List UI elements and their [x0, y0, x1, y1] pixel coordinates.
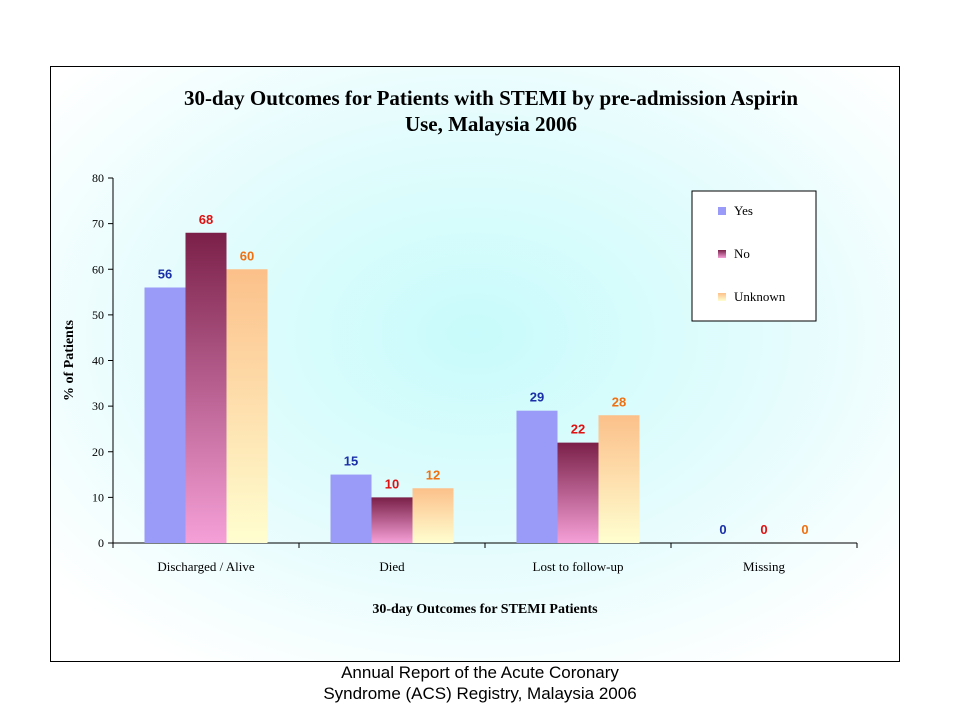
bar-unknown: [412, 488, 454, 543]
data-label-no: 68: [199, 212, 213, 227]
y-tick-label: 30: [92, 399, 104, 413]
x-tick-label: Discharged / Alive: [157, 559, 254, 574]
y-tick-label: 60: [92, 262, 104, 276]
data-label-unknown: 60: [240, 248, 254, 263]
bar-no: [557, 442, 599, 543]
y-tick-label: 10: [92, 490, 104, 504]
bar-no: [185, 232, 227, 543]
data-label-no: 10: [385, 476, 399, 491]
chart-title-line: 30-day Outcomes for Patients with STEMI …: [184, 86, 798, 110]
chart-frame: 30-day Outcomes for Patients with STEMI …: [50, 66, 900, 662]
data-label-unknown: 0: [801, 522, 808, 537]
data-label-yes: 15: [344, 454, 358, 469]
y-tick-label: 50: [92, 308, 104, 322]
data-label-yes: 56: [158, 267, 172, 282]
legend-label-unknown: Unknown: [734, 289, 786, 304]
bar-yes: [330, 474, 372, 543]
legend-label-yes: Yes: [734, 203, 753, 218]
data-label-yes: 0: [719, 522, 726, 537]
x-tick-label: Lost to follow-up: [533, 559, 624, 574]
footer-caption: Annual Report of the Acute Coronary Synd…: [0, 662, 960, 704]
data-label-no: 22: [571, 422, 585, 437]
legend-swatch-yes: [718, 207, 726, 215]
bar-yes: [144, 287, 186, 543]
legend-label-no: No: [734, 246, 750, 261]
data-label-yes: 29: [530, 390, 544, 405]
bar-unknown: [598, 415, 640, 543]
y-tick-label: 80: [92, 171, 104, 185]
legend-swatch-unknown: [718, 293, 726, 301]
bar-no: [371, 497, 413, 543]
legend-box: [691, 190, 817, 322]
data-label-unknown: 12: [426, 467, 440, 482]
chart-title: 30-day Outcomes for Patients with STEMI …: [184, 86, 798, 136]
data-label-unknown: 28: [612, 394, 626, 409]
y-tick-label: 40: [92, 354, 104, 368]
y-tick-label: 0: [98, 536, 104, 550]
x-tick-label: Missing: [743, 559, 785, 574]
bar-yes: [516, 410, 558, 543]
footer-line-2: Syndrome (ACS) Registry, Malaysia 2006: [323, 684, 637, 703]
footer-line-1: Annual Report of the Acute Coronary: [341, 663, 619, 682]
chart-title-line: Use, Malaysia 2006: [405, 112, 577, 136]
y-axis-title: % of Patients: [62, 320, 77, 401]
legend-swatch-no: [718, 250, 726, 258]
y-tick-label: 20: [92, 445, 104, 459]
x-axis-title: 30-day Outcomes for STEMI Patients: [372, 602, 598, 617]
legend: Yes No Unknown: [691, 190, 817, 322]
chart-svg: 30-day Outcomes for Patients with STEMI …: [51, 67, 899, 661]
plot-area: 0 10 20 30 40 50 60 70 80 Discharged / Alive Died L…: [62, 171, 858, 617]
x-tick-label: Died: [379, 559, 405, 574]
data-label-no: 0: [760, 522, 767, 537]
bar-unknown: [226, 269, 268, 543]
y-tick-label: 70: [92, 217, 104, 231]
